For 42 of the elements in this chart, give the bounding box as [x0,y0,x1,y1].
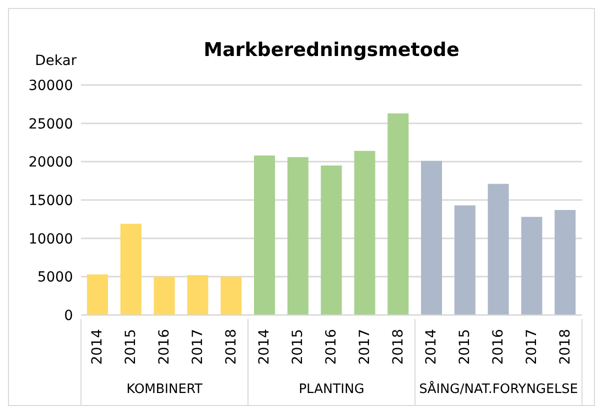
x-tick-label: 2018 [390,329,406,365]
bar [488,184,509,315]
x-tick-label: 2018 [557,329,574,365]
bar [554,210,576,315]
y-axis-title: Dekar [35,53,77,69]
x-tick-label: 2017 [356,329,373,365]
x-tick-label: 2014 [90,328,106,365]
bar [454,205,476,315]
y-tick-label: 5000 [37,270,73,286]
text: KOMBINERT [126,382,203,397]
x-tick-label: 2015 [290,329,306,365]
bar [154,276,175,315]
bar [287,157,308,315]
bar [388,113,409,315]
y-tick-label: 0 [64,308,73,324]
bar [254,156,276,315]
bar [187,275,208,315]
chart-title: Markberedningsmetode [204,39,460,61]
x-tick-label: 2016 [324,328,340,365]
bar [320,166,342,315]
x-tick-label: 2016 [156,328,172,365]
x-tick-label: 2015 [123,329,140,365]
y-tick-label: 15000 [28,192,73,209]
y-tick-label: 30000 [28,78,73,94]
x-tick-label: 2015 [457,329,474,365]
x-tick-label: 2016 [490,328,506,365]
y-tick-label: 20000 [28,154,73,171]
x-tick-label: 2014 [256,328,273,365]
y-tick-label: 25000 [28,116,73,132]
bar [220,276,242,315]
bar [521,216,542,315]
x-tick-label: 2017 [190,329,206,365]
text: SÅING/NAT.FORYNGELSE [419,380,578,397]
bar [421,160,442,315]
x-tick-label: 2014 [424,328,440,365]
bar [354,150,376,315]
x-tick-label: 2018 [223,329,240,365]
text: PLANTING [298,382,364,397]
x-tick-label: 2017 [524,329,540,365]
bar [120,224,142,315]
bar [87,274,108,315]
y-tick-label: 10000 [28,231,73,248]
